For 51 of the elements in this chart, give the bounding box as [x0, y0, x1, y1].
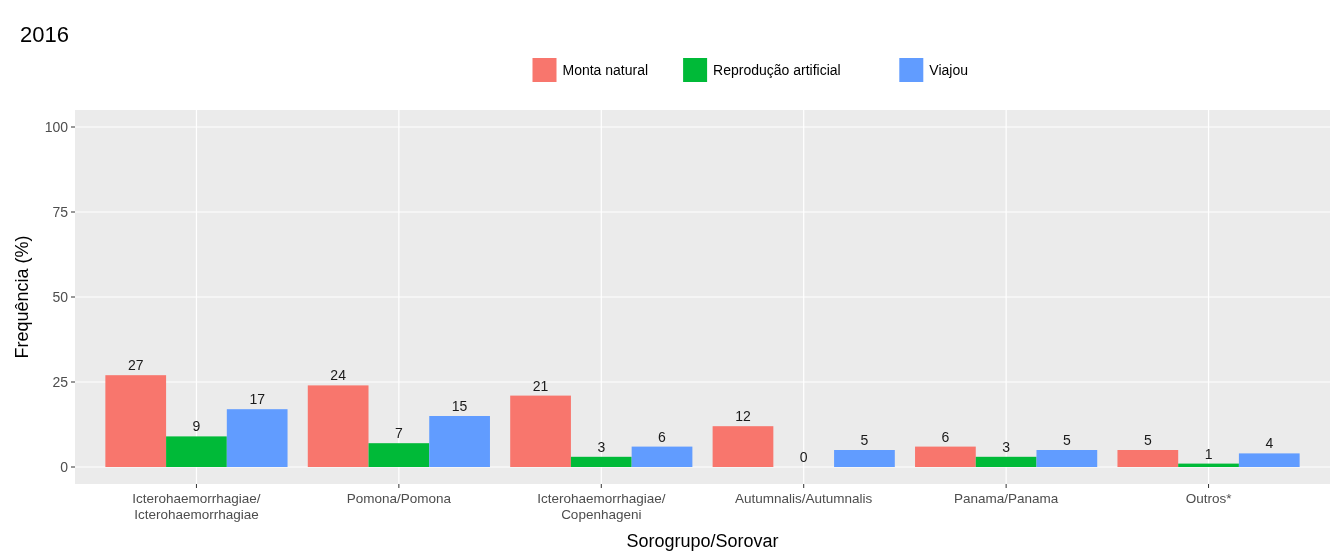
bar	[307, 385, 369, 467]
data-label: 24	[330, 367, 347, 384]
y-tick-label: 75	[52, 203, 69, 220]
data-label: 12	[735, 408, 751, 425]
x-tick-label: Outros*	[1185, 491, 1233, 506]
y-tick-label: 50	[52, 288, 69, 305]
y-axis-title: Frequência (%)	[12, 235, 32, 359]
data-label: 21	[532, 377, 549, 394]
data-label: 5	[1143, 432, 1152, 448]
data-label: 0	[799, 449, 808, 465]
data-label: 7	[394, 425, 403, 442]
bar	[105, 375, 167, 467]
bar	[834, 450, 895, 467]
x-axis-title: Sorogrupo/Sorovar	[626, 531, 779, 551]
bar	[570, 456, 632, 467]
x-tick-label: Autumnalis/Autumnalis	[735, 491, 873, 506]
data-label: 5	[860, 432, 869, 448]
legend-label: Viajou	[929, 61, 968, 78]
data-label: 3	[1002, 438, 1011, 455]
x-tick-label: Icterohaemorrhagiae/ Icterohaemorrhagiae	[132, 491, 261, 522]
y-tick-label: 25	[52, 373, 69, 390]
chart-title: 2016	[20, 22, 69, 47]
data-label: 27	[127, 357, 144, 374]
data-label: 5	[1062, 432, 1071, 448]
data-label: 3	[597, 438, 606, 455]
bar	[368, 443, 430, 467]
data-label: 6	[658, 428, 667, 445]
data-label: 9	[192, 418, 201, 435]
legend-label: Reprodução artificial	[713, 61, 841, 78]
y-tick-label: 100	[44, 118, 69, 135]
x-tick-label: Pomona/Pomona	[346, 491, 452, 506]
bar	[1238, 453, 1300, 467]
legend-label: Monta natural	[562, 61, 649, 78]
bar	[429, 416, 490, 467]
data-label: 15	[451, 398, 468, 414]
bar	[915, 446, 976, 467]
y-tick-label: 0	[60, 458, 69, 475]
data-label: 1	[1204, 445, 1213, 462]
bar	[631, 446, 693, 467]
data-label: 6	[941, 428, 950, 445]
x-tick-label: Icterohaemorrhagiae/ Copenhageni	[537, 491, 666, 522]
x-tick-label: Panama/Panama	[953, 491, 1059, 506]
bar	[975, 456, 1037, 467]
bar	[166, 436, 227, 467]
bar	[510, 395, 571, 467]
bar	[1117, 450, 1179, 467]
bar	[712, 426, 774, 467]
bar	[226, 409, 288, 467]
data-label: 17	[249, 391, 266, 408]
data-label: 4	[1265, 435, 1274, 452]
bar	[1036, 450, 1098, 467]
